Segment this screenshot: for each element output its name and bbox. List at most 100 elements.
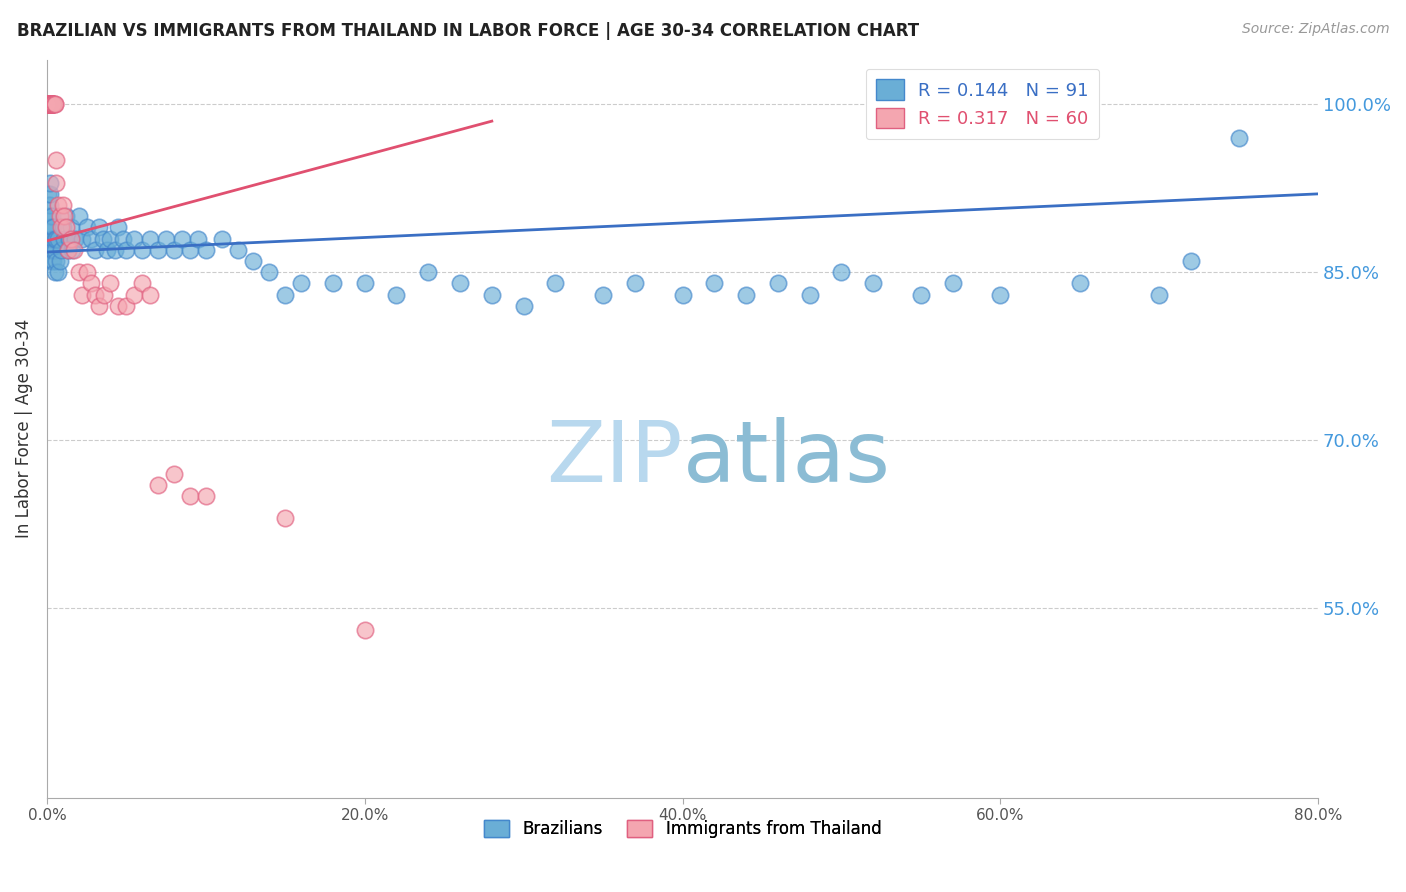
Point	[44, 97, 66, 112]
Point	[107, 220, 129, 235]
Point	[39, 186, 62, 201]
Point	[194, 243, 217, 257]
Text: Source: ZipAtlas.com: Source: ZipAtlas.com	[1241, 22, 1389, 37]
Point	[163, 467, 186, 481]
Point	[37, 209, 59, 223]
Point	[179, 243, 201, 257]
Point	[353, 624, 375, 638]
Point	[39, 209, 62, 223]
Point	[45, 232, 67, 246]
Point	[42, 97, 65, 112]
Point	[139, 287, 162, 301]
Point	[862, 277, 884, 291]
Point	[44, 232, 66, 246]
Point	[39, 97, 62, 112]
Point	[41, 232, 63, 246]
Point	[41, 243, 63, 257]
Point	[76, 265, 98, 279]
Point	[42, 97, 65, 112]
Point	[115, 243, 138, 257]
Point	[187, 232, 209, 246]
Point	[60, 243, 83, 257]
Point	[42, 232, 65, 246]
Point	[290, 277, 312, 291]
Point	[70, 232, 93, 246]
Point	[449, 277, 471, 291]
Point	[703, 277, 725, 291]
Point	[56, 243, 79, 257]
Point	[83, 243, 105, 257]
Point	[671, 287, 693, 301]
Point	[988, 287, 1011, 301]
Point	[39, 97, 62, 112]
Point	[39, 97, 62, 112]
Point	[89, 299, 111, 313]
Point	[115, 299, 138, 313]
Point	[112, 232, 135, 246]
Point	[544, 277, 567, 291]
Point	[146, 477, 169, 491]
Point	[41, 97, 63, 112]
Point	[37, 97, 59, 112]
Point	[63, 243, 86, 257]
Point	[46, 198, 69, 212]
Text: BRAZILIAN VS IMMIGRANTS FROM THAILAND IN LABOR FORCE | AGE 30-34 CORRELATION CHA: BRAZILIAN VS IMMIGRANTS FROM THAILAND IN…	[17, 22, 920, 40]
Point	[42, 243, 65, 257]
Point	[48, 254, 70, 268]
Point	[45, 254, 67, 268]
Point	[45, 176, 67, 190]
Point	[39, 198, 62, 212]
Y-axis label: In Labor Force | Age 30-34: In Labor Force | Age 30-34	[15, 319, 32, 539]
Point	[139, 232, 162, 246]
Point	[104, 243, 127, 257]
Point	[91, 232, 114, 246]
Point	[65, 232, 87, 246]
Point	[42, 97, 65, 112]
Point	[211, 232, 233, 246]
Point	[124, 232, 146, 246]
Point	[80, 277, 103, 291]
Point	[481, 287, 503, 301]
Point	[56, 243, 79, 257]
Legend: Brazilians, Immigrants from Thailand: Brazilians, Immigrants from Thailand	[477, 814, 889, 845]
Point	[942, 277, 965, 291]
Point	[89, 220, 111, 235]
Point	[41, 97, 63, 112]
Point	[52, 220, 75, 235]
Point	[242, 254, 264, 268]
Point	[48, 209, 70, 223]
Point	[155, 232, 177, 246]
Point	[37, 220, 59, 235]
Point	[53, 209, 76, 223]
Point	[170, 232, 193, 246]
Point	[322, 277, 344, 291]
Point	[80, 232, 103, 246]
Point	[163, 243, 186, 257]
Point	[37, 232, 59, 246]
Point	[55, 220, 77, 235]
Point	[41, 97, 63, 112]
Point	[1069, 277, 1091, 291]
Point	[42, 254, 65, 268]
Point	[41, 209, 63, 223]
Point	[274, 511, 297, 525]
Point	[1180, 254, 1202, 268]
Text: atlas: atlas	[682, 417, 890, 500]
Point	[107, 299, 129, 313]
Point	[45, 153, 67, 168]
Point	[42, 220, 65, 235]
Point	[39, 243, 62, 257]
Point	[59, 232, 82, 246]
Point	[37, 97, 59, 112]
Point	[44, 243, 66, 257]
Point	[46, 232, 69, 246]
Point	[100, 277, 122, 291]
Point	[194, 489, 217, 503]
Point	[46, 265, 69, 279]
Point	[37, 97, 59, 112]
Point	[41, 220, 63, 235]
Point	[39, 97, 62, 112]
Point	[39, 97, 62, 112]
Point	[37, 198, 59, 212]
Text: ZIP: ZIP	[546, 417, 682, 500]
